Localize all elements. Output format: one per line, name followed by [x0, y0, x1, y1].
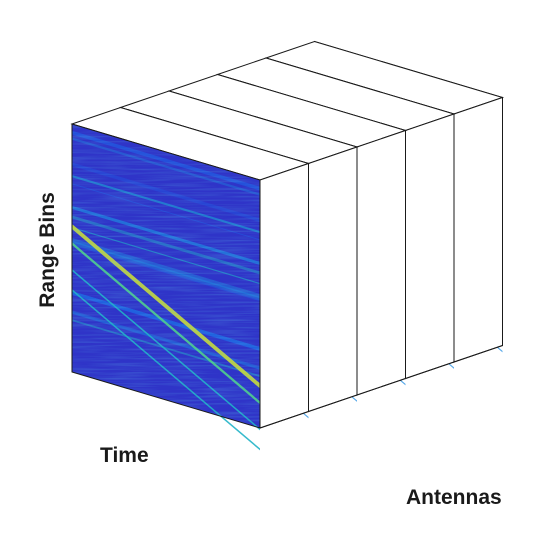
- slice-side-face: [259, 162, 309, 429]
- range-bins-axis-label: Range Bins: [36, 192, 59, 308]
- slice-side-face: [453, 96, 503, 363]
- slice-side-face: [356, 129, 406, 396]
- antennas-axis-label: Antennas: [406, 486, 502, 509]
- cube-bottom-edge: [259, 345, 503, 429]
- antenna-slice: [70, 106, 311, 451]
- time-axis-label: Time: [100, 444, 149, 467]
- data-cube: [70, 40, 505, 451]
- speckle-overlay: [72, 124, 260, 428]
- slice-side-face: [405, 113, 455, 380]
- slice-side-face: [308, 146, 358, 413]
